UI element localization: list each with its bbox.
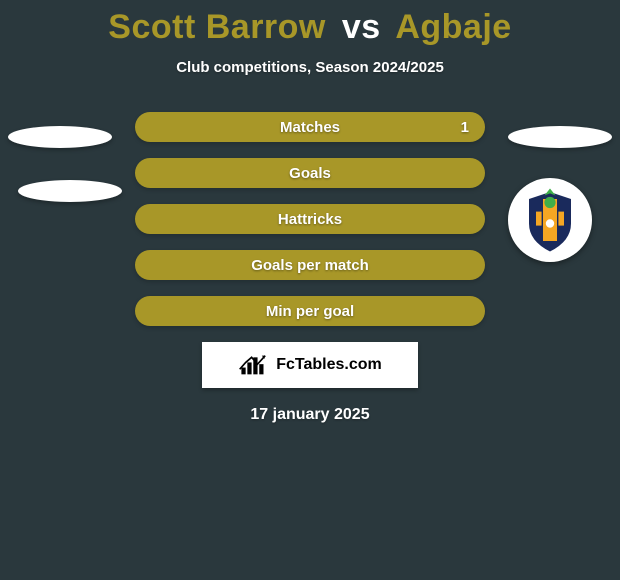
date-text: 17 january 2025	[0, 406, 620, 424]
stat-row-matches: Matches 1	[135, 112, 485, 142]
stat-value: 1	[461, 119, 469, 136]
stat-label: Goals	[289, 165, 331, 182]
stat-label: Min per goal	[266, 303, 354, 320]
stat-row-goals-per-match: Goals per match	[135, 250, 485, 280]
title-player1: Scott Barrow	[108, 8, 326, 46]
brand-chart-icon	[238, 352, 272, 378]
brand-box[interactable]: FcTables.com	[202, 342, 418, 388]
stat-row-hattricks: Hattricks	[135, 204, 485, 234]
stat-label: Goals per match	[251, 257, 369, 274]
stat-label: Hattricks	[278, 211, 342, 228]
title-vs: vs	[342, 8, 381, 46]
stat-label: Matches	[280, 119, 340, 136]
title-player2: Agbaje	[395, 8, 511, 46]
stat-row-goals: Goals	[135, 158, 485, 188]
subtitle: Club competitions, Season 2024/2025	[0, 59, 620, 76]
bars-container: Matches 1 Goals Hattricks Goals per matc…	[135, 112, 485, 326]
brand-text: FcTables.com	[276, 356, 382, 374]
stats-section: Matches 1 Goals Hattricks Goals per matc…	[0, 112, 620, 424]
page-title: Scott Barrow vs Agbaje	[0, 0, 620, 47]
stat-row-min-per-goal: Min per goal	[135, 296, 485, 326]
